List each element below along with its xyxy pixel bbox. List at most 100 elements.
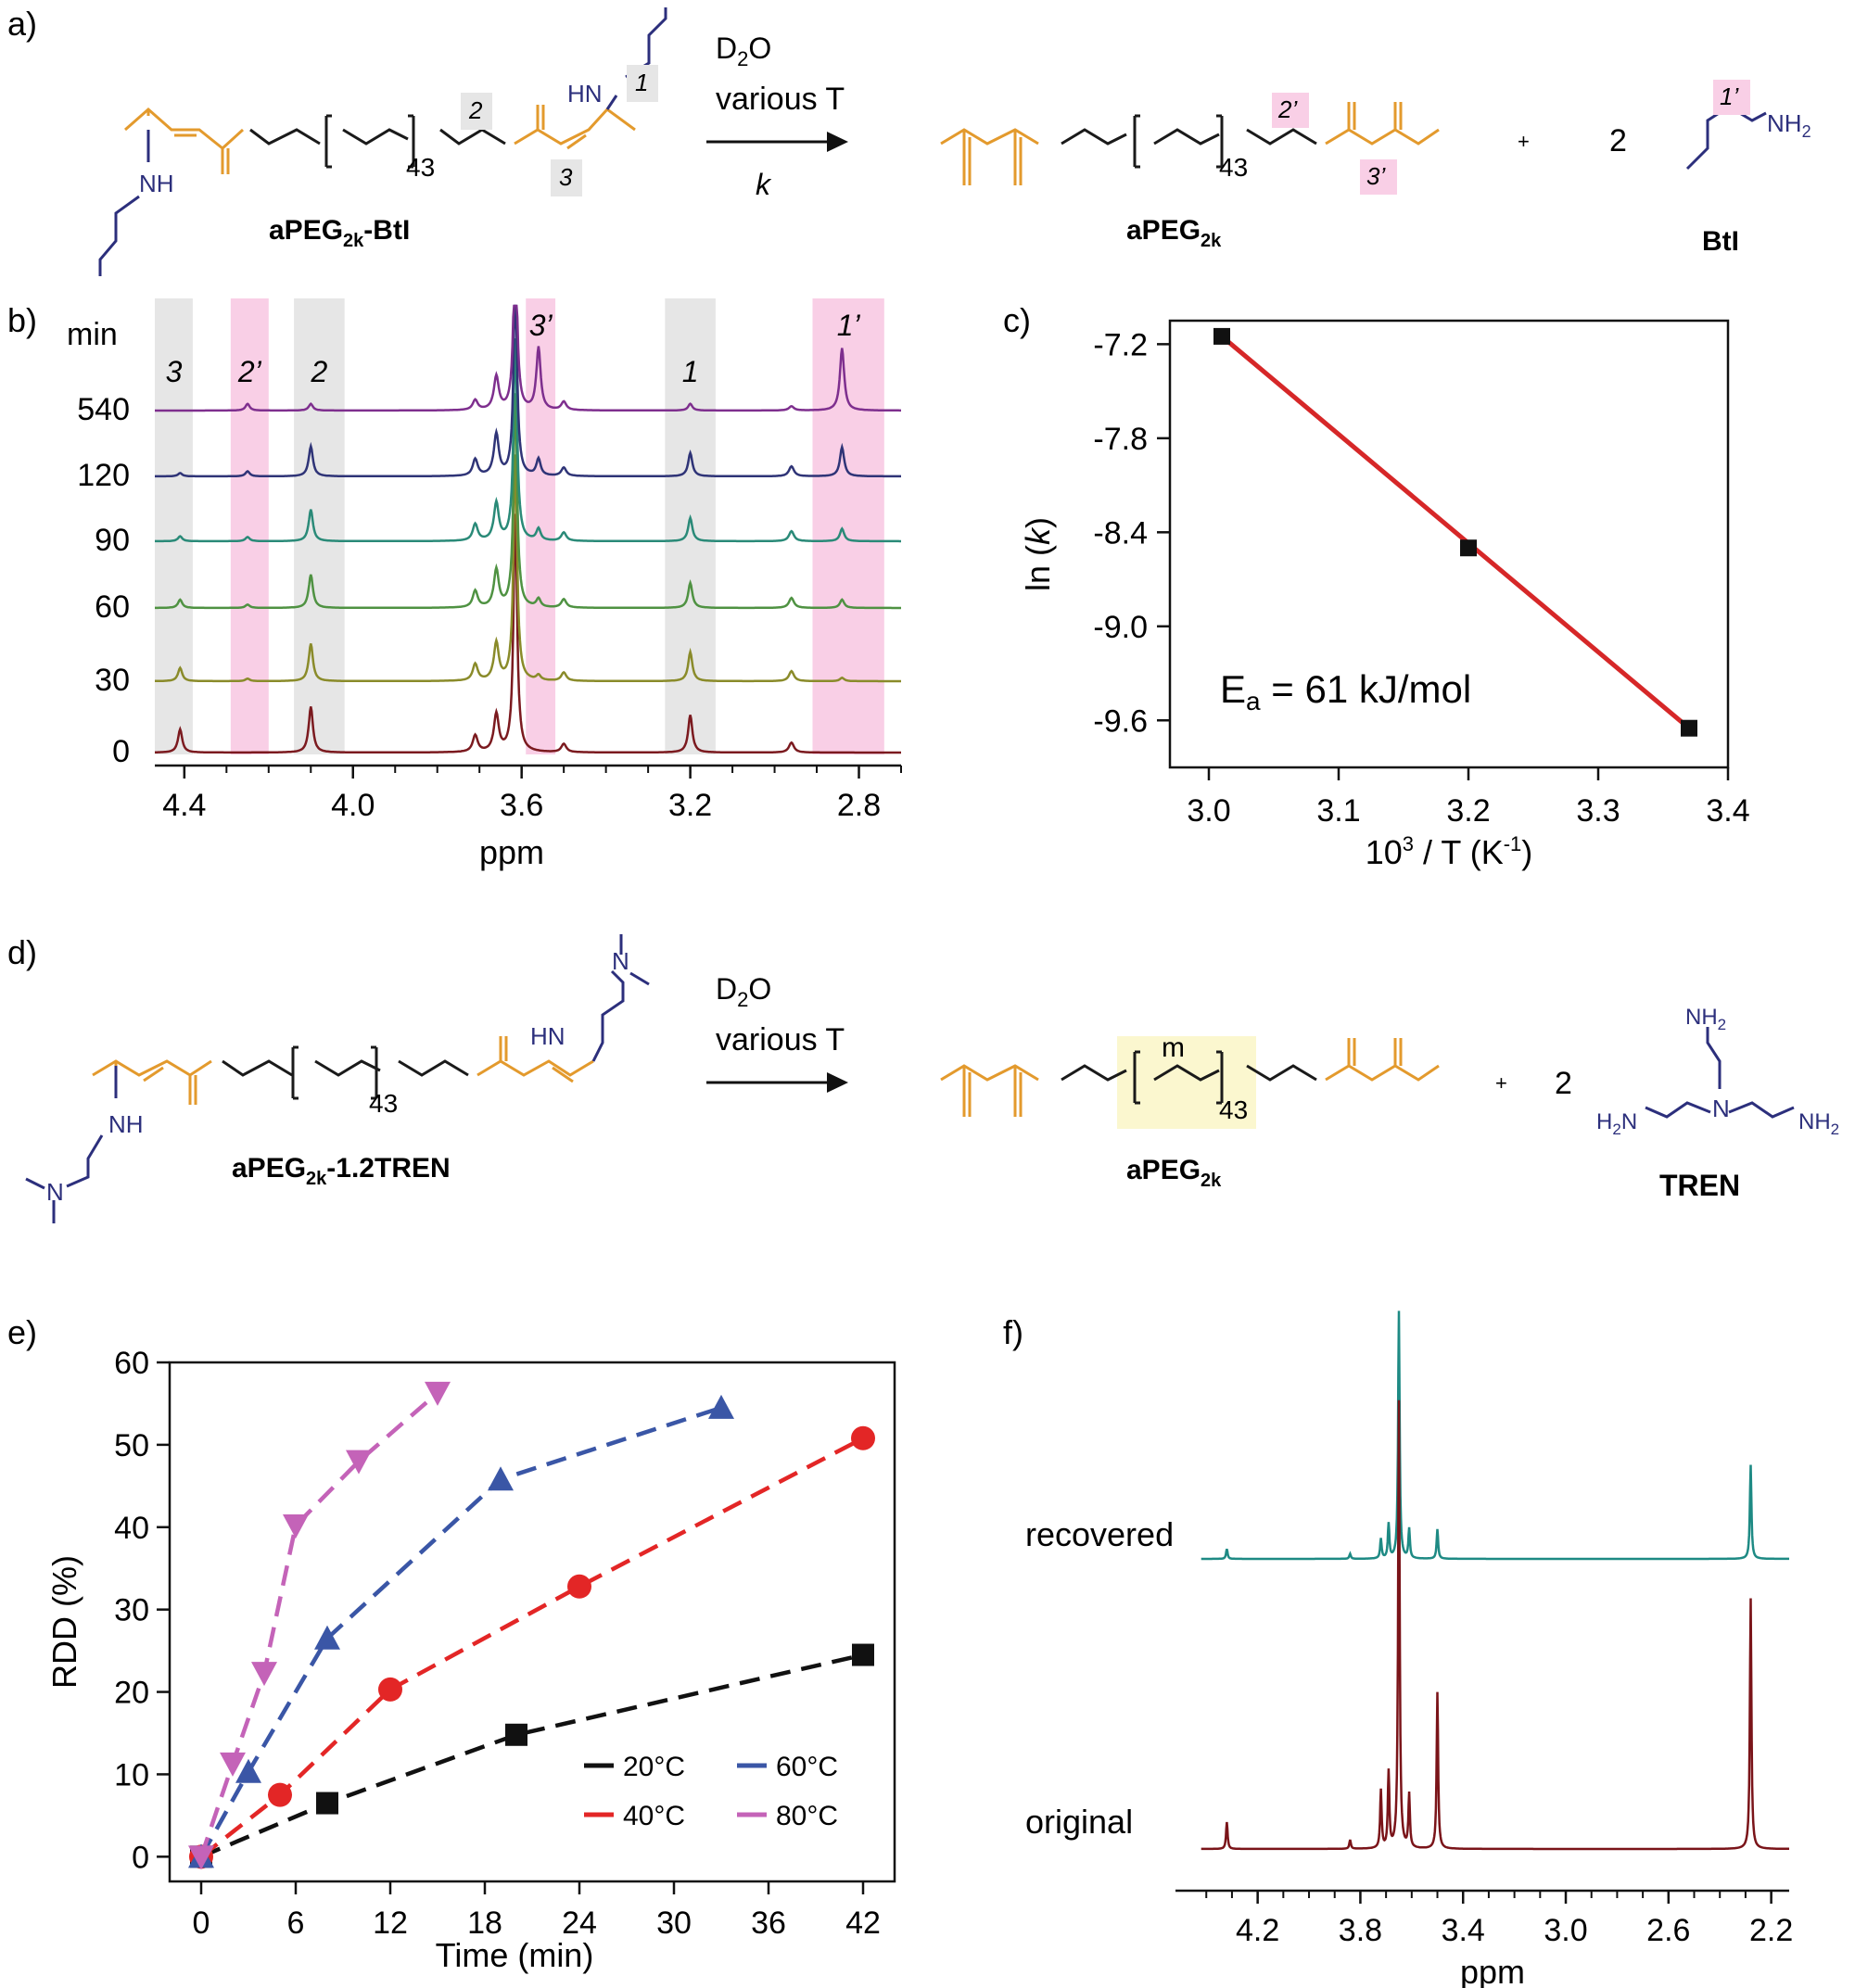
- data-point: [235, 1758, 261, 1783]
- x-tick-label: 2.2: [1749, 1913, 1793, 1948]
- x-axis: 4.2 3.8 3.4 3.0 2.6 2.2: [1175, 1889, 1793, 1948]
- spectrum-trace: [155, 304, 901, 478]
- series-line: [199, 1436, 865, 1859]
- spectrum-trace: [1201, 1311, 1789, 1561]
- reactant-name-d: aPEG2k-1.2TREN: [232, 1153, 451, 1189]
- data-points: [1213, 327, 1697, 737]
- x-axis-label: Time (min): [436, 1936, 594, 1974]
- reaction-arrow-d: [706, 1072, 848, 1093]
- series-80°C: [188, 1381, 451, 1870]
- x-axis-label: ppm: [1460, 1953, 1525, 1988]
- marker-3p-text: 3’: [1366, 162, 1386, 190]
- peak-band-label: 3: [166, 355, 183, 388]
- data-point: [505, 1723, 527, 1746]
- data-series: [188, 1381, 875, 1870]
- data-point: [220, 1752, 246, 1777]
- x-tick-label: 2.6: [1646, 1913, 1690, 1948]
- byproduct-structure-a: [1685, 105, 1767, 171]
- nmr-spectra: 0 30 60 90 120 540: [77, 304, 901, 769]
- x-tick-label: 36: [751, 1906, 786, 1941]
- peak-band-label: 3’: [529, 309, 553, 342]
- panel-label-d: d): [7, 933, 37, 971]
- x-tick-label: 30: [656, 1906, 692, 1941]
- fit-line: [1220, 334, 1691, 730]
- y-tick-label: 40: [114, 1511, 149, 1546]
- x-tick-label: 24: [562, 1906, 597, 1941]
- marker-3-text: 3: [559, 163, 573, 191]
- series-label-recovered: recovered: [1025, 1515, 1174, 1553]
- y-axis-label: RDD (%): [45, 1555, 83, 1689]
- label-nh-left-d: NH: [108, 1110, 144, 1138]
- data-point: [188, 1845, 214, 1870]
- plot-frame: [168, 1361, 896, 1883]
- legend: 20°C 40°C 60°C 80°C: [584, 1752, 838, 1831]
- arrhenius-panel: 3.0 3.1 3.2 3.3 3.4 -7.2 -7.8 -8.4 -9.0 -9.6 ln (…: [1019, 319, 1750, 871]
- marker-1p-text: 1’: [1720, 82, 1739, 110]
- data-point: [378, 1677, 402, 1702]
- panel-label-f: f): [1003, 1313, 1023, 1351]
- x-tick-label: 3.6: [500, 788, 543, 823]
- reactant-structure-d: [25, 934, 650, 1223]
- peak-band: [665, 298, 716, 754]
- x-tick-label: 3.4: [1442, 1913, 1485, 1948]
- tren-h2n-left: H2N: [1596, 1109, 1637, 1138]
- repeat-label-m: m: [1162, 1032, 1185, 1063]
- marker-3p: [1360, 159, 1397, 195]
- product-repeat-d: 43: [1219, 1095, 1248, 1124]
- time-label: 30: [95, 663, 130, 698]
- x-tick-label: 2.8: [837, 788, 881, 823]
- byproduct-name-d: TREN: [1659, 1169, 1740, 1202]
- data-point: [251, 1662, 277, 1687]
- x-tick-label: 42: [845, 1906, 881, 1941]
- repeat-count-d: 43: [369, 1089, 398, 1118]
- x-tick-label: 12: [373, 1906, 408, 1941]
- data-point: [851, 1425, 875, 1450]
- marker-2-text: 2: [468, 96, 483, 124]
- peak-band: [812, 298, 884, 754]
- data-point: [708, 1394, 734, 1419]
- marker-2p: [1272, 93, 1309, 128]
- tren-n-center: N: [1712, 1095, 1730, 1122]
- data-point: [316, 1792, 338, 1815]
- x-tick-label: 3.2: [668, 788, 712, 823]
- x-tick-label: 3.0: [1544, 1913, 1587, 1948]
- peak-band-label: 2: [310, 355, 327, 388]
- data-point: [1460, 539, 1477, 557]
- legend-label: 40°C: [623, 1801, 685, 1831]
- series-20°C: [190, 1643, 874, 1868]
- data-point: [425, 1381, 451, 1406]
- series-line: [200, 1652, 864, 1859]
- legend-label: 80°C: [776, 1801, 838, 1831]
- rdd-kinetics-panel: 0 6 12 18 24 30 36 42 0 10 20 30 40 50 60 20°C 40°C 60°C…: [45, 1346, 896, 1974]
- coefficient-a: 2: [1609, 123, 1627, 158]
- linear-fit: [1220, 334, 1691, 730]
- y-tick-label: 30: [114, 1593, 149, 1628]
- spectrum-trace: [155, 338, 901, 543]
- byproduct-amine-a: NH2: [1767, 109, 1811, 141]
- panel-label-e: e): [7, 1313, 37, 1351]
- time-label: 90: [95, 523, 130, 558]
- reaction-arrow-a: [706, 132, 848, 152]
- x-tick-label: 3.0: [1187, 793, 1230, 829]
- data-point: [314, 1625, 340, 1650]
- spectrum-trace: [1201, 1399, 1789, 1851]
- marker-2: [461, 93, 492, 130]
- conditions-a-k: k: [756, 168, 772, 201]
- time-label: 60: [95, 589, 130, 625]
- plus-sign-a: +: [1518, 130, 1530, 153]
- conditions-d-temp: various T: [716, 1022, 845, 1057]
- label-hn-right: HN: [567, 80, 603, 108]
- series-label-original: original: [1025, 1803, 1133, 1841]
- x-tick-label: 3.4: [1706, 793, 1749, 829]
- spectrum-trace: [155, 513, 901, 754]
- x-tick-label: 6: [287, 1906, 305, 1941]
- peak-band-label: 2’: [237, 355, 262, 388]
- scheme-d: NH HN N N 43 aPEG2k-1.2TREN D2O various …: [25, 934, 1839, 1223]
- data-point: [1213, 327, 1230, 345]
- x-tick-label: 3.8: [1339, 1913, 1382, 1948]
- product-name-a: aPEG2k: [1126, 215, 1222, 251]
- nmr-comparison-panel: 4.2 3.8 3.4 3.0 2.6 2.2 recovered original pp…: [1025, 1311, 1793, 1988]
- axis-ticks: 3.0 3.1 3.2 3.3 3.4 -7.2 -7.8 -8.4 -9.0 -9.6: [1093, 327, 1749, 829]
